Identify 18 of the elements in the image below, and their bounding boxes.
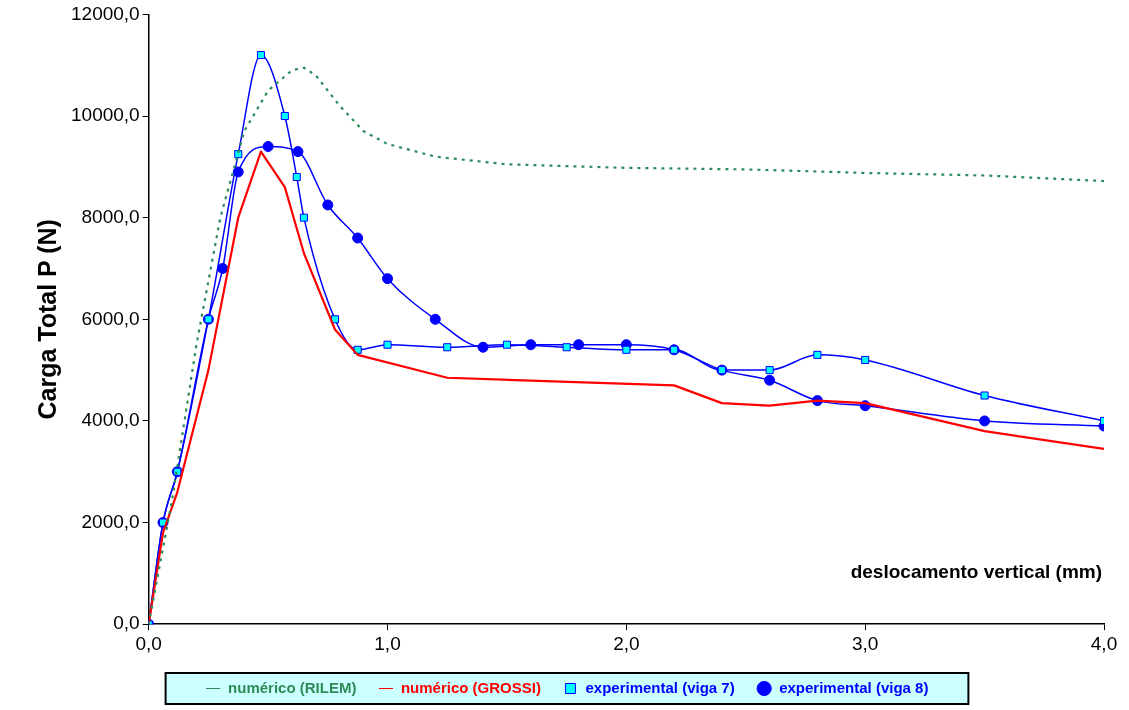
y-tick-label: 0,0 [113, 612, 140, 634]
legend-label: experimental (viga 7) [585, 678, 735, 696]
y-tick-label: 12000,0 [70, 2, 140, 24]
legend-label: experimental (viga 8) [779, 678, 929, 696]
y-axis-title: Carga Total P (N) [32, 219, 61, 420]
legend-label: numérico (RILEM) [228, 678, 357, 696]
x-tick-label: 1,0 [374, 632, 401, 654]
x-tick-label: 2,0 [613, 632, 640, 654]
x-tick-label: 4,0 [1090, 632, 1118, 654]
x-axis-title: deslocamento vertical (mm) [850, 560, 1102, 582]
y-tick-label: 6000,0 [81, 307, 140, 329]
y-tick-label: 8000,0 [81, 205, 140, 227]
y-tick-label: 2000,0 [81, 510, 140, 532]
legend-label: numérico (GROSSI) [400, 678, 541, 696]
y-tick-label: 10000,0 [70, 104, 140, 126]
x-tick-label: 0,0 [135, 632, 162, 654]
y-tick-label: 4000,0 [81, 409, 140, 431]
x-tick-label: 3,0 [851, 632, 879, 654]
